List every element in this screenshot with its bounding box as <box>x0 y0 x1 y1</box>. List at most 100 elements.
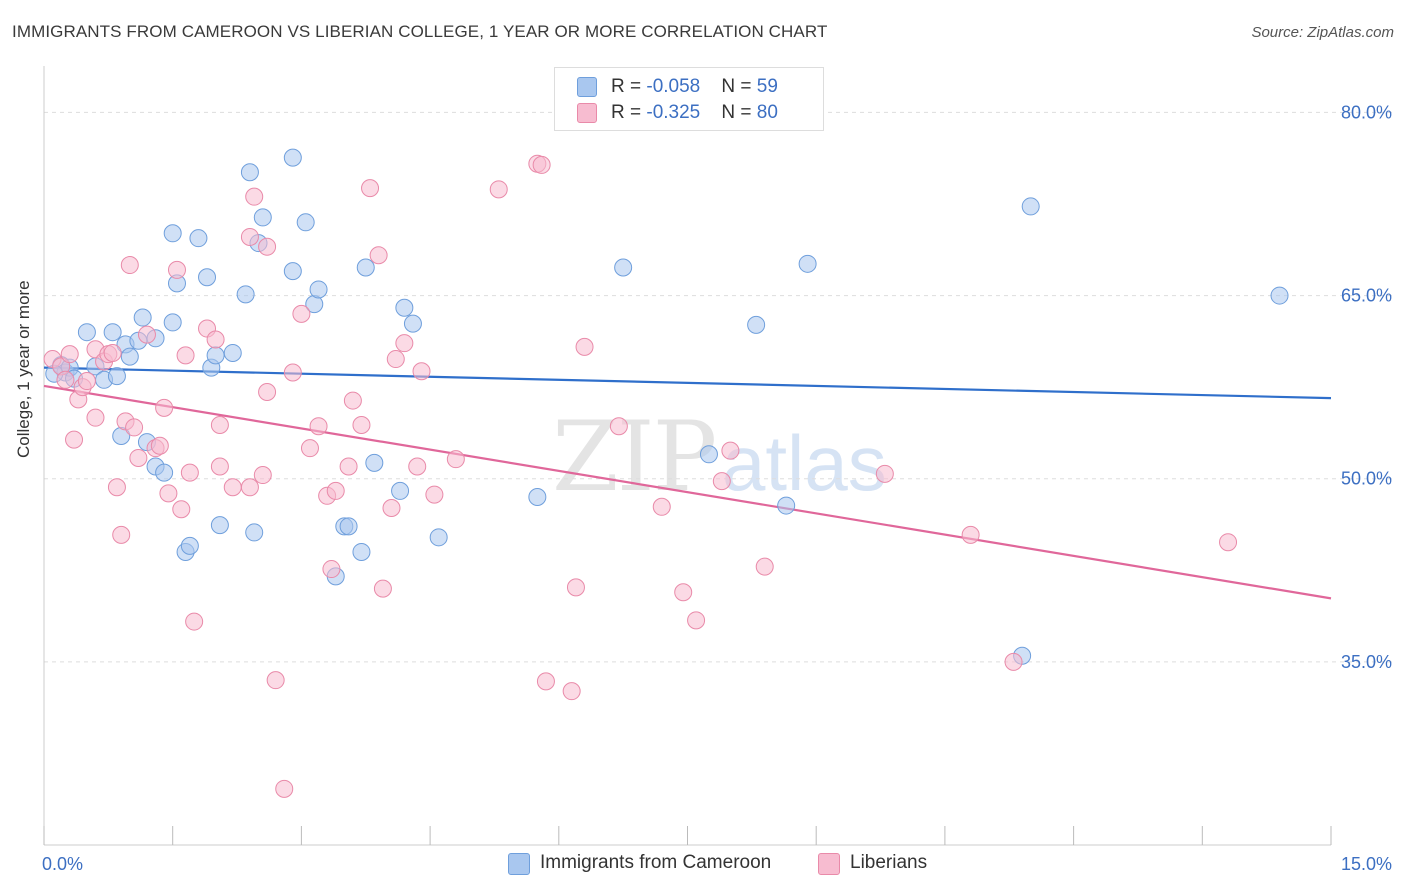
point-liberians <box>652 497 671 516</box>
point-liberians <box>408 457 427 476</box>
point-liberians <box>300 439 319 458</box>
point-liberians <box>566 578 585 597</box>
point-liberians <box>107 478 126 497</box>
point-cameroon <box>283 148 302 167</box>
point-cameroon <box>189 229 208 248</box>
y-tick-label: 65.0% <box>1341 286 1392 306</box>
point-cameroon <box>352 542 371 561</box>
point-cameroon <box>133 308 152 327</box>
point-liberians <box>339 457 358 476</box>
point-liberians <box>150 436 169 455</box>
point-liberians <box>446 450 465 469</box>
point-liberians <box>361 179 380 198</box>
watermark-atlas: atlas <box>722 419 887 507</box>
point-liberians <box>120 256 139 275</box>
point-liberians <box>609 417 628 436</box>
point-liberians <box>412 362 431 381</box>
point-liberians <box>180 463 199 482</box>
point-liberians <box>532 155 551 174</box>
point-cameroon <box>798 254 817 273</box>
legend-n-value: 59 <box>756 76 778 97</box>
point-liberians <box>210 415 229 434</box>
point-liberians <box>1004 652 1023 671</box>
point-cameroon <box>614 258 633 277</box>
bottom-legend-label-cameroon: Immigrants from Cameroon <box>540 852 772 873</box>
point-cameroon <box>155 463 174 482</box>
point-cameroon <box>223 343 242 362</box>
point-liberians <box>382 499 401 518</box>
point-liberians <box>309 417 328 436</box>
point-liberians <box>125 418 144 437</box>
point-liberians <box>253 466 272 485</box>
point-liberians <box>155 398 174 417</box>
axes <box>43 66 1332 846</box>
watermark-zip: ZIP <box>552 401 715 513</box>
point-liberians <box>266 671 285 690</box>
point-liberians <box>172 500 191 519</box>
point-cameroon <box>429 528 448 547</box>
point-liberians <box>159 484 178 503</box>
point-liberians <box>712 472 731 491</box>
point-liberians <box>60 345 79 364</box>
point-cameroon <box>699 445 718 464</box>
point-liberians <box>129 448 148 467</box>
legend-n-label: N = <box>721 76 757 97</box>
x-tick-label: 15.0% <box>1341 854 1392 874</box>
point-liberians <box>185 612 204 631</box>
point-liberians <box>167 260 186 279</box>
point-cameroon <box>210 516 229 535</box>
point-cameroon <box>747 315 766 334</box>
correlation-legend: R = -0.058 N = 59 R = -0.325 N = 80 <box>554 67 824 131</box>
point-liberians <box>721 441 740 460</box>
legend-swatch-liberians <box>577 103 597 123</box>
point-liberians <box>875 464 894 483</box>
chart-title: IMMIGRANTS FROM CAMEROON VS LIBERIAN COL… <box>12 22 828 41</box>
point-liberians <box>343 391 362 410</box>
legend-r-label: R = <box>611 102 647 123</box>
bottom-legend-swatch-cameroon <box>508 853 530 875</box>
point-cameroon <box>777 496 796 515</box>
point-liberians <box>103 343 122 362</box>
point-cameroon <box>309 280 328 299</box>
point-cameroon <box>296 213 315 232</box>
legend-r-label: R = <box>611 76 647 97</box>
point-liberians <box>258 383 277 402</box>
point-cameroon <box>283 262 302 281</box>
point-liberians <box>176 346 195 365</box>
point-liberians <box>137 325 156 344</box>
point-liberians <box>240 478 259 497</box>
point-cameroon <box>391 481 410 500</box>
point-liberians <box>223 478 242 497</box>
y-tick-label: 80.0% <box>1341 102 1392 122</box>
point-liberians <box>258 237 277 256</box>
point-cameroon <box>163 224 182 243</box>
point-liberians <box>210 457 229 476</box>
x-tick-labels: 0.0% 15.0% <box>42 854 1392 874</box>
point-liberians <box>56 370 75 389</box>
point-liberians <box>687 611 706 630</box>
point-liberians <box>425 485 444 504</box>
point-liberians <box>275 779 294 798</box>
point-liberians <box>489 180 508 199</box>
point-liberians <box>562 682 581 701</box>
point-liberians <box>674 583 693 602</box>
point-cameroon <box>365 453 384 472</box>
point-liberians <box>86 408 105 427</box>
legend-n-label: N = <box>721 102 757 123</box>
legend-swatch-cameroon <box>577 77 597 97</box>
point-liberians <box>961 525 980 544</box>
point-liberians <box>112 525 131 544</box>
point-liberians <box>386 350 405 369</box>
trend-lines <box>43 366 1332 600</box>
point-liberians <box>77 372 96 391</box>
bottom-legend-label-liberians: Liberians <box>850 852 928 873</box>
point-liberians <box>755 557 774 576</box>
point-cameroon <box>240 163 259 182</box>
legend-r-value: -0.325 <box>646 102 701 123</box>
point-cameroon <box>1021 197 1040 216</box>
bottom-legend-swatch-liberians <box>818 853 840 875</box>
point-liberians <box>369 246 388 265</box>
point-cameroon <box>206 346 225 365</box>
y-tick-label: 50.0% <box>1341 469 1392 489</box>
